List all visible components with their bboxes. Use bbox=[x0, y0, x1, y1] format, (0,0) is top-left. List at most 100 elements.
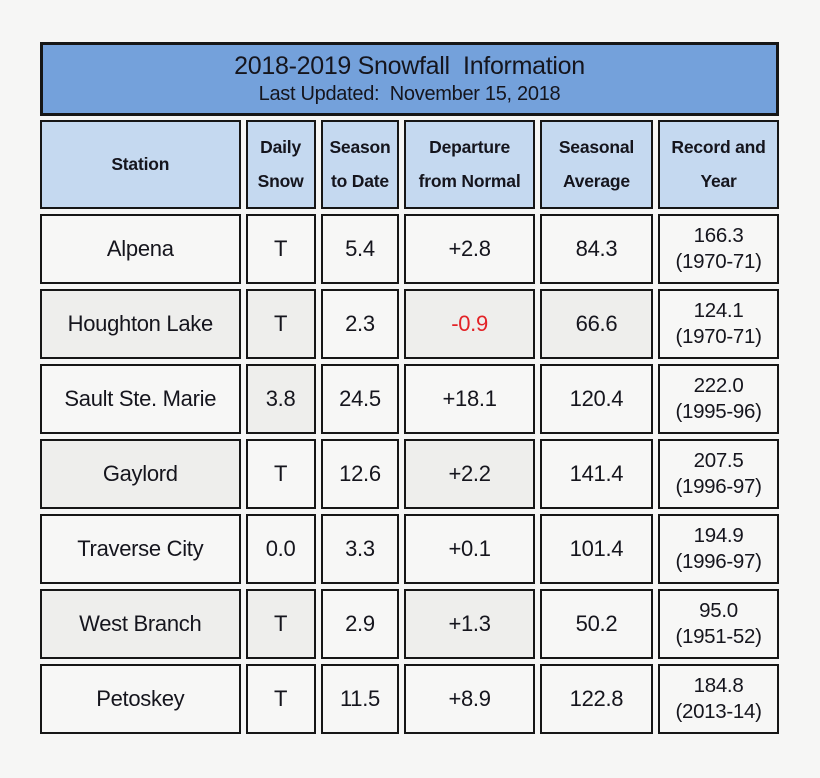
station-name: Alpena bbox=[106, 236, 174, 261]
cell-departure: +2.2 bbox=[404, 439, 535, 509]
column-header-label: Departure bbox=[429, 137, 510, 157]
column-header-label: Record and bbox=[671, 137, 766, 157]
season-to-date-value: 5.4 bbox=[345, 236, 375, 261]
cell-season-to-date: 5.4 bbox=[320, 214, 400, 284]
season-to-date-value: 2.3 bbox=[345, 311, 375, 336]
record-value: 222.0 bbox=[693, 374, 744, 398]
record-value: 207.5 bbox=[693, 449, 744, 473]
cell-season-to-date: 3.3 bbox=[320, 514, 400, 584]
cell-departure: +0.1 bbox=[404, 514, 535, 584]
cell-daily-snow: T bbox=[245, 589, 316, 659]
record-year: (1996-97) bbox=[675, 550, 762, 573]
column-header-label: from Normal bbox=[418, 171, 521, 191]
cell-season-to-date: 2.9 bbox=[320, 589, 400, 659]
record-year: (1996-97) bbox=[675, 475, 762, 498]
column-header-label: Year bbox=[700, 171, 737, 191]
cell-record-and-year: 124.1 (1970-71) bbox=[658, 289, 779, 359]
cell-station: Gaylord bbox=[40, 439, 241, 509]
daily-snow-value: T bbox=[274, 461, 288, 486]
season-to-date-value: 3.3 bbox=[345, 536, 375, 561]
seasonal-average-value: 101.4 bbox=[569, 536, 624, 561]
cell-season-to-date: 2.3 bbox=[320, 289, 400, 359]
daily-snow-value: T bbox=[274, 236, 288, 261]
cell-seasonal-average: 101.4 bbox=[539, 514, 654, 584]
cell-record-and-year: 166.3 (1970-71) bbox=[658, 214, 779, 284]
cell-daily-snow: 3.8 bbox=[245, 364, 316, 434]
column-header-departure-from-normal: Departure from Normal bbox=[404, 120, 535, 209]
record-value: 124.1 bbox=[693, 299, 744, 323]
station-name: Houghton Lake bbox=[67, 311, 214, 336]
column-header-label: Average bbox=[562, 171, 630, 191]
station-name: Gaylord bbox=[102, 461, 178, 486]
cell-daily-snow: T bbox=[245, 289, 316, 359]
cell-seasonal-average: 84.3 bbox=[539, 214, 654, 284]
record-value: 184.8 bbox=[693, 674, 744, 698]
cell-season-to-date: 24.5 bbox=[320, 364, 400, 434]
cell-seasonal-average: 66.6 bbox=[539, 289, 654, 359]
column-header-label: Seasonal bbox=[558, 137, 635, 157]
cell-season-to-date: 12.6 bbox=[320, 439, 400, 509]
cell-record-and-year: 222.0 (1995-96) bbox=[658, 364, 779, 434]
cell-station: Alpena bbox=[40, 214, 241, 284]
cell-station: West Branch bbox=[40, 589, 241, 659]
column-header-label: Season bbox=[329, 137, 391, 157]
cell-departure: +8.9 bbox=[404, 664, 535, 734]
cell-season-to-date: 11.5 bbox=[320, 664, 400, 734]
cell-station: Petoskey bbox=[40, 664, 241, 734]
cell-daily-snow: 0.0 bbox=[245, 514, 316, 584]
table-grid: Station Daily Snow Season to Date Depart… bbox=[40, 120, 779, 734]
column-header-label: Snow bbox=[257, 171, 304, 191]
seasonal-average-value: 120.4 bbox=[569, 386, 624, 411]
cell-record-and-year: 207.5 (1996-97) bbox=[658, 439, 779, 509]
column-header-daily-snow: Daily Snow bbox=[245, 120, 316, 209]
season-to-date-value: 12.6 bbox=[339, 461, 381, 486]
record-value: 95.0 bbox=[699, 599, 738, 623]
table-title: 2018-2019 Snowfall Information bbox=[234, 52, 585, 80]
departure-value: +8.9 bbox=[448, 686, 491, 711]
cell-seasonal-average: 120.4 bbox=[539, 364, 654, 434]
snowfall-table: 2018-2019 Snowfall Information Last Upda… bbox=[40, 42, 779, 734]
cell-seasonal-average: 122.8 bbox=[539, 664, 654, 734]
column-header-label: to Date bbox=[331, 171, 389, 191]
departure-value: +0.1 bbox=[448, 536, 491, 561]
column-header-season-to-date: Season to Date bbox=[320, 120, 400, 209]
cell-record-and-year: 184.8 (2013-14) bbox=[658, 664, 779, 734]
daily-snow-value: 0.0 bbox=[265, 536, 296, 561]
season-to-date-value: 24.5 bbox=[339, 386, 381, 411]
cell-departure: +18.1 bbox=[404, 364, 535, 434]
departure-value: -0.9 bbox=[451, 311, 488, 336]
record-value: 166.3 bbox=[693, 224, 744, 248]
cell-record-and-year: 95.0 (1951-52) bbox=[658, 589, 779, 659]
cell-record-and-year: 194.9 (1996-97) bbox=[658, 514, 779, 584]
seasonal-average-value: 141.4 bbox=[569, 461, 624, 486]
season-to-date-value: 2.9 bbox=[345, 611, 375, 636]
departure-value: +18.1 bbox=[442, 386, 497, 411]
station-name: Traverse City bbox=[77, 536, 204, 561]
daily-snow-value: 3.8 bbox=[265, 386, 296, 411]
daily-snow-value: T bbox=[274, 311, 288, 336]
column-header-station: Station bbox=[40, 120, 241, 209]
table-title-bar: 2018-2019 Snowfall Information Last Upda… bbox=[40, 42, 779, 116]
departure-value: +2.2 bbox=[448, 461, 491, 486]
record-year: (1970-71) bbox=[675, 250, 762, 273]
season-to-date-value: 11.5 bbox=[339, 686, 380, 711]
seasonal-average-value: 50.2 bbox=[575, 611, 618, 636]
departure-value: +1.3 bbox=[448, 611, 491, 636]
cell-station: Sault Ste. Marie bbox=[40, 364, 241, 434]
cell-departure: +2.8 bbox=[404, 214, 535, 284]
cell-daily-snow: T bbox=[245, 664, 316, 734]
record-year: (2013-14) bbox=[675, 700, 762, 723]
column-header-seasonal-average: Seasonal Average bbox=[539, 120, 654, 209]
column-header-label: Station bbox=[111, 154, 170, 174]
record-year: (1970-71) bbox=[675, 325, 762, 348]
station-name: Sault Ste. Marie bbox=[64, 386, 217, 411]
cell-seasonal-average: 50.2 bbox=[539, 589, 654, 659]
cell-daily-snow: T bbox=[245, 214, 316, 284]
cell-station: Traverse City bbox=[40, 514, 241, 584]
station-name: Petoskey bbox=[96, 686, 185, 711]
cell-departure: -0.9 bbox=[404, 289, 535, 359]
column-header-label: Daily bbox=[260, 137, 301, 157]
record-year: (1951-52) bbox=[675, 625, 762, 648]
seasonal-average-value: 84.3 bbox=[575, 236, 618, 261]
